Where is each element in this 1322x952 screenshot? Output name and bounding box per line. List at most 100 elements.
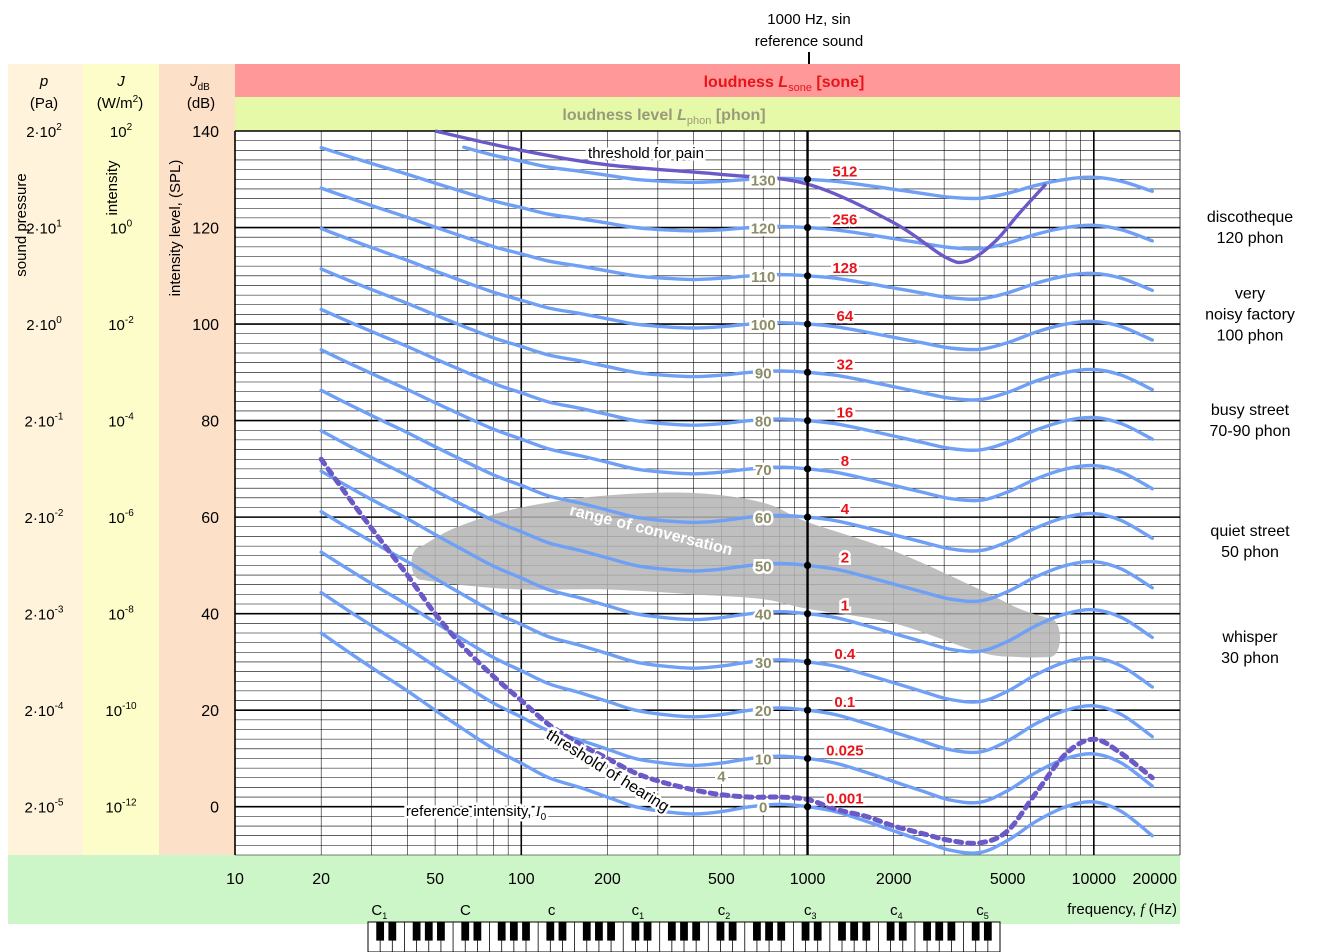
reference-point [803,175,812,183]
black-key [546,922,555,941]
intensity-tick: 10-8 [108,605,134,624]
intensity-tick: 10-2 [108,315,134,334]
pressure-axis-label: sound pressure [13,173,30,276]
loudness-curve-110 [319,186,1154,301]
left-tick-labels: 2·102 102 140 2·101 100 120 2·100 10-2 100 2·10-1… [25,122,220,817]
pressure-header: p (Pa) [30,73,58,112]
reference-point [803,803,812,811]
right-annotation-line: busy street [1211,402,1290,419]
level-tick: 0 [210,800,219,817]
black-key [765,922,773,941]
phon-label: 90 [755,365,772,382]
black-key [437,922,445,941]
black-key [582,922,591,941]
reference-point [803,417,812,425]
loudness-curve-100 [319,226,1154,352]
loudness-curve-50 [319,429,1154,604]
loudness-curve-0 [319,631,1154,855]
sone-label: 2 [841,549,849,566]
right-annotation-line: very [1235,285,1265,302]
sone-label: 32 [837,356,854,373]
sone-label: 256 [832,212,857,229]
equal-loudness-curves [319,145,1154,855]
phon-label: 120 [751,221,776,238]
intensity-header: J (W/m2) [97,73,143,112]
pressure-tick: 2·10-1 [25,412,64,431]
black-key [497,922,506,941]
intensity-tick: 10-6 [108,508,134,527]
level-tick: 100 [192,317,219,334]
black-key [983,922,992,941]
intensity-tick: 102 [110,122,133,141]
black-key [424,922,433,941]
level-tick: 60 [201,510,219,527]
x-tick-label: 2000 [876,871,912,888]
black-key [813,922,822,941]
phon-label: 110 [751,269,775,286]
sone-label: 16 [837,405,854,422]
conversation-region [411,492,1060,658]
phon-label: 40 [755,607,772,624]
black-key [862,922,871,941]
sone-label: 8 [841,453,849,470]
reference-point [803,465,812,473]
x-axis-label: frequency, f (Hz) [1067,901,1177,918]
svg-text:J: J [116,73,125,90]
black-key [595,922,603,941]
piano-note-label: C [460,902,471,919]
sone-label: 4 [841,501,850,518]
phon-label: 80 [755,414,772,431]
svg-text:reference sound: reference sound [755,33,863,50]
black-key [692,922,701,941]
black-key [935,922,944,941]
pressure-tick: 2·10-2 [25,508,64,527]
right-annotation-line: 120 phon [1217,230,1284,247]
right-annotation-line: quiet street [1210,523,1290,540]
pressure-tick: 2·10-3 [25,605,64,624]
pressure-column [8,64,83,855]
phon-label: 60 [755,510,772,527]
black-key [473,922,482,941]
black-key [801,922,810,941]
phon-label: 50 [755,558,772,575]
right-annotation-line: discotheque [1207,209,1293,226]
black-key [376,922,385,941]
phon-label: 100 [751,317,776,334]
reference-point [803,368,812,376]
black-key [388,922,397,941]
piano-keyboard [367,921,1001,952]
black-key [522,922,530,941]
x-tick-label: 5000 [990,871,1026,888]
x-tick-label: 100 [508,871,535,888]
pressure-tick: 2·10-4 [25,701,64,720]
pressure-tick: 2·10-5 [25,798,64,817]
black-key [509,922,518,941]
piano-note-label: c4 [890,902,903,921]
black-key [607,922,615,941]
reference-point [803,610,812,618]
pressure-tick: 2·101 [26,219,62,238]
x-tick-label: 200 [594,871,621,888]
black-key [558,922,567,941]
x-tick-label: 20000 [1133,871,1178,888]
loudness-curve-70 [319,348,1154,503]
x-tick-label: 500 [708,871,735,888]
loudness-curve-10 [319,590,1154,805]
black-key [777,922,786,941]
loudness-curve-80 [319,307,1154,453]
sone-label: 0.4 [834,646,856,663]
level-axis-label: intensity level, (SPL) [167,160,184,297]
threshold-of-pain-curve [434,129,1048,265]
sone-labels: 0.001 0.025 0.1 0.4 1 2 4 8 16 32 64 128 256 512 [824,161,867,810]
right-annotation-line: noisy factory [1205,306,1295,323]
loudness-curve-20 [319,550,1154,755]
x-tick-label: 20 [312,871,330,888]
intensity-tick: 10-10 [105,701,137,720]
sone-band-title: loudness Lsone [sone] [704,74,865,94]
black-key [667,922,676,941]
right-annotation-line: 50 phon [1221,544,1279,561]
piano-note-label: c3 [804,902,817,921]
loudness-curve-90 [319,267,1154,402]
reference-point [803,272,812,280]
black-key [886,922,895,941]
